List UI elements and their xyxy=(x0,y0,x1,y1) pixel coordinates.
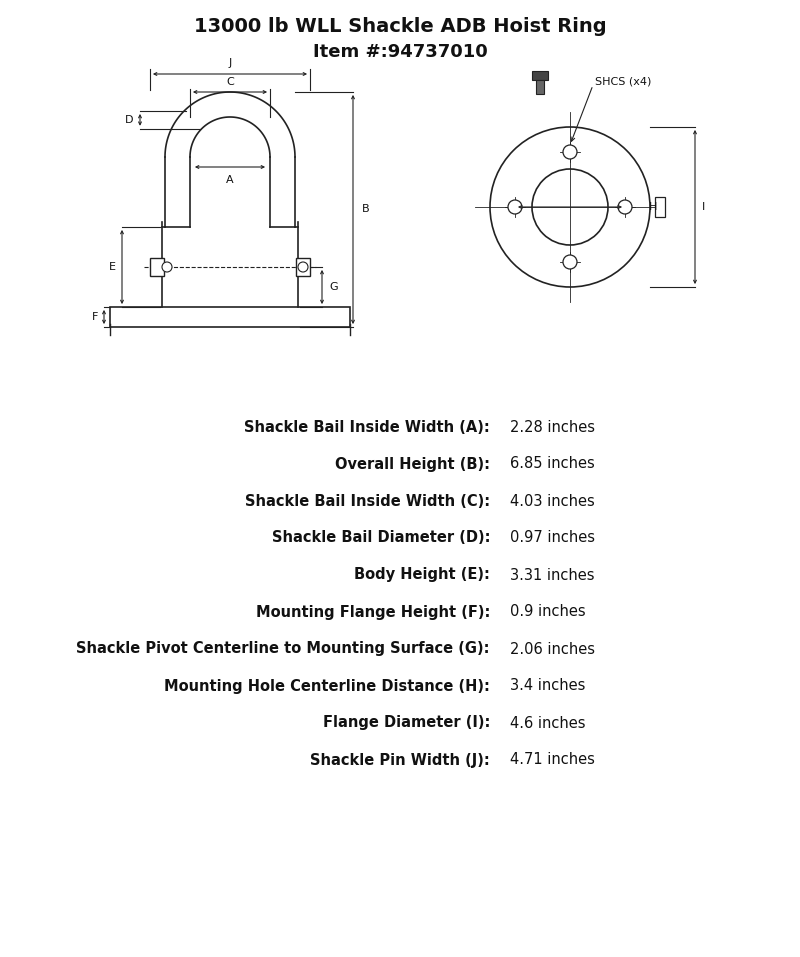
Text: 4.6 inches: 4.6 inches xyxy=(510,716,586,730)
Text: Shackle Pin Width (J):: Shackle Pin Width (J): xyxy=(310,752,490,768)
Text: Shackle Bail Diameter (D):: Shackle Bail Diameter (D): xyxy=(271,530,490,545)
Text: 4.71 inches: 4.71 inches xyxy=(510,752,595,768)
Text: J: J xyxy=(228,58,232,68)
Text: SHCS (x4): SHCS (x4) xyxy=(595,77,651,87)
Text: 2.28 inches: 2.28 inches xyxy=(510,419,595,434)
Text: Flange Diameter (I):: Flange Diameter (I): xyxy=(322,716,490,730)
Text: Item #:94737010: Item #:94737010 xyxy=(313,43,487,61)
Text: 4.03 inches: 4.03 inches xyxy=(510,494,594,508)
Circle shape xyxy=(563,255,577,269)
Text: B: B xyxy=(362,205,370,214)
Text: Mounting Flange Height (F):: Mounting Flange Height (F): xyxy=(256,605,490,619)
Text: A: A xyxy=(226,175,234,185)
Bar xyxy=(150,258,164,276)
Text: H: H xyxy=(649,202,658,212)
Text: 3.31 inches: 3.31 inches xyxy=(510,568,594,583)
Text: 3.4 inches: 3.4 inches xyxy=(510,679,586,694)
Circle shape xyxy=(532,169,608,245)
Circle shape xyxy=(162,262,172,272)
Text: Overall Height (B):: Overall Height (B): xyxy=(335,456,490,472)
Bar xyxy=(536,80,544,94)
Bar xyxy=(655,197,665,217)
Text: Mounting Hole Centerline Distance (H):: Mounting Hole Centerline Distance (H): xyxy=(164,679,490,694)
Bar xyxy=(296,258,310,276)
Text: 2.06 inches: 2.06 inches xyxy=(510,641,595,657)
Bar xyxy=(532,71,548,80)
Text: G: G xyxy=(329,282,338,292)
Text: Shackle Bail Inside Width (A):: Shackle Bail Inside Width (A): xyxy=(244,419,490,434)
Text: Shackle Bail Inside Width (C):: Shackle Bail Inside Width (C): xyxy=(245,494,490,508)
Text: Shackle Pivot Centerline to Mounting Surface (G):: Shackle Pivot Centerline to Mounting Sur… xyxy=(77,641,490,657)
Text: D: D xyxy=(125,115,133,124)
Circle shape xyxy=(298,262,308,272)
Circle shape xyxy=(490,127,650,287)
Text: C: C xyxy=(226,77,234,87)
Text: 0.97 inches: 0.97 inches xyxy=(510,530,595,545)
Text: E: E xyxy=(109,262,116,272)
Bar xyxy=(110,307,350,327)
Text: Body Height (E):: Body Height (E): xyxy=(354,568,490,583)
Text: I: I xyxy=(702,202,706,212)
Text: 6.85 inches: 6.85 inches xyxy=(510,456,594,472)
Text: F: F xyxy=(92,312,98,322)
Text: 0.9 inches: 0.9 inches xyxy=(510,605,586,619)
Circle shape xyxy=(508,200,522,214)
Circle shape xyxy=(618,200,632,214)
Circle shape xyxy=(563,145,577,159)
Text: 13000 lb WLL Shackle ADB Hoist Ring: 13000 lb WLL Shackle ADB Hoist Ring xyxy=(194,17,606,36)
